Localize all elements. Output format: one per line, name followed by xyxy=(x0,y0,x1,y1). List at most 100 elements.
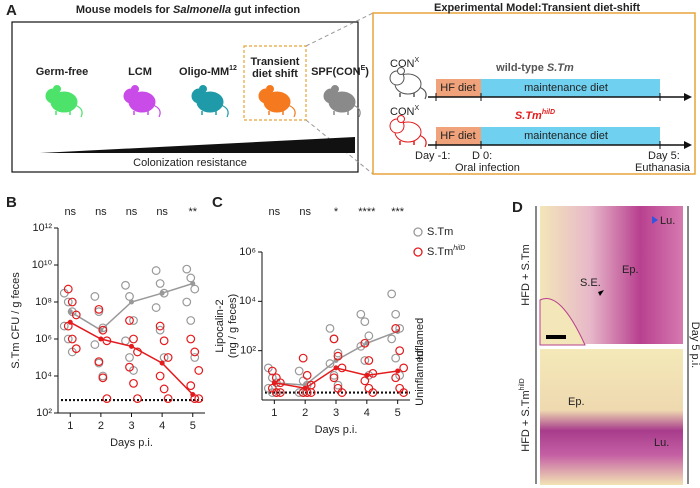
panel-label: A xyxy=(6,2,17,19)
median-line xyxy=(69,321,194,396)
model-name: LCM xyxy=(128,66,152,78)
median-point xyxy=(333,357,339,363)
data-point xyxy=(151,303,161,312)
legend-name: S.Tm xyxy=(427,246,453,258)
legend-label: S.TmhilD xyxy=(427,245,465,258)
mouse-feet xyxy=(55,111,71,115)
data-point xyxy=(360,376,370,386)
data-point xyxy=(329,373,339,383)
data-point xyxy=(163,394,173,404)
data-point xyxy=(98,373,108,383)
group-name: CON xyxy=(390,106,415,118)
data-point xyxy=(333,380,343,390)
data-point xyxy=(121,336,130,346)
significance-label: *** xyxy=(391,206,405,218)
data-point xyxy=(182,297,192,307)
data-point xyxy=(298,353,308,363)
model-label: Germ-free xyxy=(36,66,89,78)
model-label: LCM xyxy=(128,66,152,78)
mouse-ear xyxy=(199,85,207,93)
highlight-box xyxy=(243,45,307,121)
data-point xyxy=(63,297,73,307)
model-label: Transient xyxy=(251,56,300,68)
mouse-icon xyxy=(45,85,83,118)
data-point xyxy=(333,348,343,358)
infection-sup: hilD xyxy=(542,109,555,116)
data-point xyxy=(159,384,169,394)
group-sup: X xyxy=(414,57,419,64)
x-tick-label: 3 xyxy=(128,420,134,432)
data-point xyxy=(186,381,196,391)
model-name: Germ-free xyxy=(36,66,89,78)
data-point xyxy=(294,366,304,376)
median-point xyxy=(98,336,104,342)
significance-label: * xyxy=(334,206,339,218)
data-point xyxy=(67,334,77,344)
zone-label: Uninflamed xyxy=(414,350,426,406)
significance-label: ns xyxy=(299,206,311,218)
median-point xyxy=(67,319,73,325)
data-point xyxy=(302,370,312,380)
data-point xyxy=(63,284,73,294)
data-point xyxy=(63,334,73,344)
infection-prefix: wild-type xyxy=(495,62,547,74)
model-label: Oligo-MM12 xyxy=(179,65,237,78)
data-point xyxy=(399,363,409,373)
median-point xyxy=(302,385,308,391)
image-label: S.E. xyxy=(580,277,601,289)
data-point xyxy=(155,279,165,288)
data-point xyxy=(125,362,134,372)
image-row-label: HFD + S.TmhilD xyxy=(519,378,532,451)
median-point xyxy=(333,365,339,371)
day-label: Day 5: xyxy=(648,150,680,162)
left-box xyxy=(11,21,359,173)
image-label: Ep. xyxy=(622,264,639,276)
data-point xyxy=(391,323,401,333)
mouse-ear xyxy=(397,115,405,123)
x-axis-label: Days p.i. xyxy=(315,424,358,436)
median-point xyxy=(159,290,165,296)
x-tick-label: 2 xyxy=(98,420,104,432)
data-point xyxy=(129,334,138,344)
gradient-wedge xyxy=(40,137,355,153)
infection-label: wild-type S.Tm xyxy=(495,62,574,74)
maintenance-label: maintenance diet xyxy=(524,82,608,94)
y-axis-label: (ng / g feces) xyxy=(227,294,239,358)
mouse-ear xyxy=(266,85,274,93)
model-suffix: ) xyxy=(365,66,369,78)
mouse-icon xyxy=(389,67,427,100)
median-point xyxy=(67,309,73,315)
y-tick-label: 10⁶ xyxy=(239,246,256,258)
mouse-feet xyxy=(133,111,149,115)
data-point xyxy=(59,321,69,331)
data-point xyxy=(194,394,204,404)
mouse-tail xyxy=(152,104,161,118)
connector xyxy=(305,12,374,47)
maintenance-bar xyxy=(481,79,660,97)
data-point xyxy=(337,388,347,397)
mouse-tail xyxy=(418,86,427,100)
arrowhead xyxy=(652,216,658,224)
legend-name: S.Tm xyxy=(427,226,453,238)
data-point xyxy=(333,351,343,361)
legend-marker xyxy=(413,247,423,257)
mouse-feet xyxy=(399,93,415,97)
data-point xyxy=(151,266,161,275)
data-point xyxy=(94,357,104,367)
data-point xyxy=(129,378,138,388)
data-point xyxy=(395,346,405,356)
group-label: CONX xyxy=(390,57,419,70)
data-point xyxy=(391,373,401,383)
data-point xyxy=(125,316,134,325)
y-tick-label: 10⁴ xyxy=(35,370,52,382)
mouse-ear xyxy=(53,85,61,93)
data-point xyxy=(275,388,285,397)
data-point xyxy=(90,292,100,301)
data-point xyxy=(67,297,77,307)
data-point xyxy=(129,316,138,325)
significance-label: ns xyxy=(64,206,76,218)
significance-label: ns xyxy=(269,206,281,218)
gradient-label: Colonization resistance xyxy=(133,157,247,169)
mouse-feet xyxy=(333,111,349,115)
